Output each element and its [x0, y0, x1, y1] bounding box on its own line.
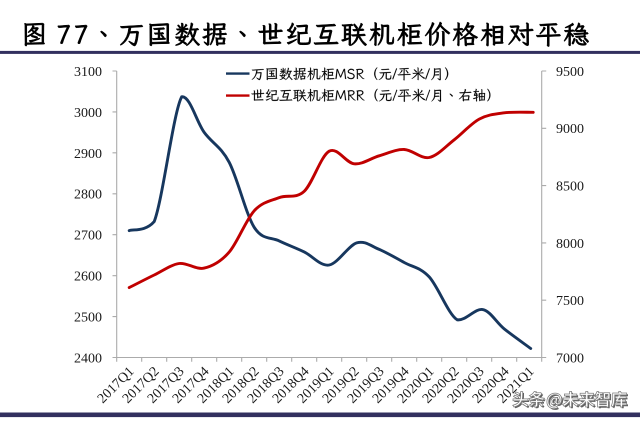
svg-text:8500: 8500: [556, 180, 584, 195]
svg-text:2700: 2700: [74, 229, 102, 244]
svg-text:9000: 9000: [556, 122, 584, 137]
svg-text:8000: 8000: [556, 237, 584, 252]
svg-text:7500: 7500: [556, 294, 584, 309]
svg-text:3000: 3000: [74, 106, 102, 121]
svg-text:2900: 2900: [74, 147, 102, 162]
svg-text:2800: 2800: [74, 188, 102, 203]
svg-text:2500: 2500: [74, 311, 102, 326]
svg-text:3100: 3100: [74, 65, 102, 80]
svg-text:2400: 2400: [74, 351, 102, 366]
svg-text:7000: 7000: [556, 351, 584, 366]
svg-text:2600: 2600: [74, 270, 102, 285]
svg-text:9500: 9500: [556, 65, 584, 80]
